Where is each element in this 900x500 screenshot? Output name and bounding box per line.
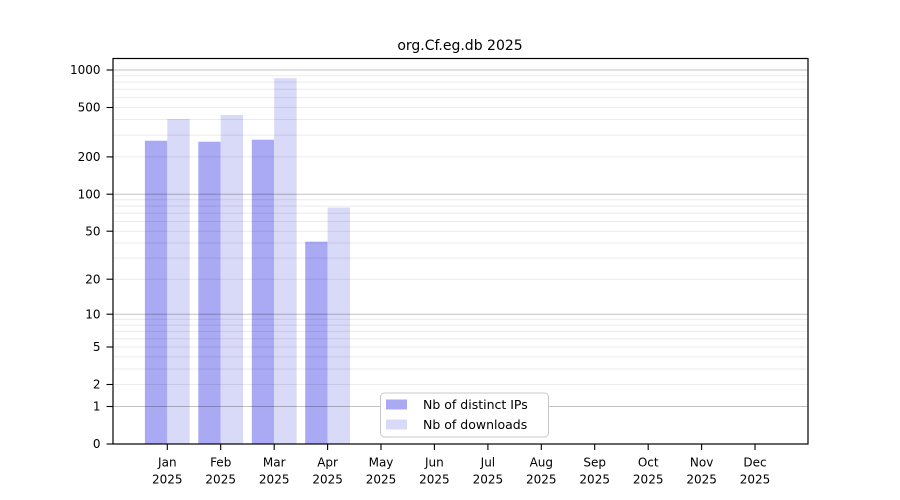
x-tick-label-month: Aug (530, 456, 553, 470)
bar-distinct-ips (198, 141, 221, 444)
y-tick-label: 50 (85, 224, 100, 238)
x-tick-label-month: Jun (424, 456, 444, 470)
legend-label-downloads: Nb of downloads (423, 417, 527, 432)
y-tick-label: 500 (78, 101, 101, 115)
y-tick-label: 2 (93, 378, 101, 392)
bar-distinct-ips (305, 241, 328, 444)
x-tick-label-year: 2025 (740, 473, 771, 487)
bars-layer (144, 78, 350, 445)
x-tick-label-month: Apr (317, 456, 338, 470)
y-tick-label: 5 (93, 340, 101, 354)
y-tick-label: 200 (78, 150, 101, 164)
x-tick-label-year: 2025 (312, 473, 343, 487)
legend-box (380, 392, 549, 438)
y-tick-label: 20 (85, 272, 100, 286)
x-tick-label-year: 2025 (419, 473, 450, 487)
y-tick-label: 1000 (70, 63, 101, 77)
y-tick-label: 100 (78, 187, 101, 201)
x-tick-label-year: 2025 (686, 473, 717, 487)
x-tick-label-year: 2025 (205, 473, 236, 487)
x-tick-label-year: 2025 (473, 473, 504, 487)
x-tick-label-year: 2025 (152, 473, 183, 487)
bar-distinct-ips (144, 140, 168, 444)
x-tick-label-month: Feb (210, 456, 231, 470)
bar-downloads (274, 78, 297, 444)
x-tick-label-month: Jan (157, 456, 177, 470)
y-axis: 0 1 2 5 10 20 50 100 200 500 1000 (70, 63, 113, 451)
x-tick-label-month: Jul (480, 456, 495, 470)
x-tick-label-year: 2025 (259, 473, 290, 487)
y-tick-label: 10 (85, 307, 100, 321)
y-tick-label: 0 (93, 437, 101, 451)
x-tick-label-month: May (369, 456, 394, 470)
y-tick-label: 1 (93, 400, 101, 414)
bar-downloads (167, 118, 190, 445)
legend-swatch-distinct-ips (386, 399, 407, 410)
legend-label-distinct-ips: Nb of distinct IPs (423, 397, 528, 412)
grid-layer (113, 69, 808, 407)
legend: Nb of distinct IPs Nb of downloads (380, 392, 549, 438)
x-tick-label-month: Oct (638, 456, 659, 470)
legend-swatch-downloads (386, 419, 407, 430)
x-tick-label-year: 2025 (633, 473, 664, 487)
x-tick-label-year: 2025 (366, 473, 397, 487)
bar-distinct-ips (251, 139, 275, 444)
x-tick-label-month: Dec (743, 456, 766, 470)
x-tick-label-month: Nov (690, 456, 713, 470)
bar-downloads (327, 207, 350, 444)
plot-frame (112, 57, 809, 445)
x-tick-label-year: 2025 (579, 473, 610, 487)
x-axis: Jan 2025 Feb 2025 Mar 2025 Apr 2025 May 2025 Jun 20… (152, 444, 770, 487)
bar-downloads (220, 115, 244, 444)
x-tick-label-year: 2025 (526, 473, 557, 487)
chart-title: org.Cf.eg.db 2025 (397, 38, 522, 54)
x-tick-label-month: Mar (263, 456, 286, 470)
x-tick-label-month: Sep (583, 456, 606, 470)
